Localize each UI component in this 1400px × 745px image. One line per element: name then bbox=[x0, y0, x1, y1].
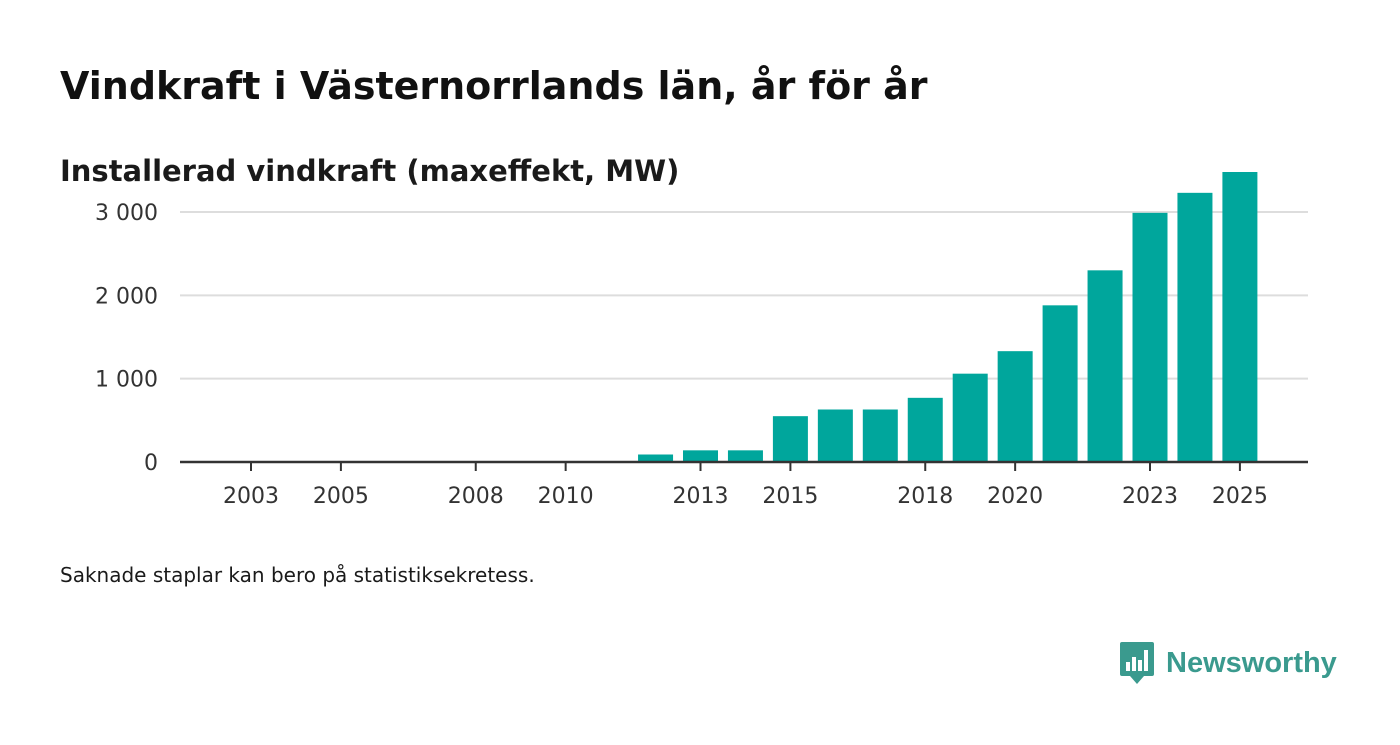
bar-2018 bbox=[907, 397, 943, 462]
x-tick-label: 2005 bbox=[313, 484, 369, 509]
footnote: Saknade staplar kan bero på statistiksek… bbox=[60, 563, 535, 587]
y-tick-label: 0 bbox=[144, 451, 158, 476]
x-tick-label: 2003 bbox=[223, 484, 279, 509]
bar-2024 bbox=[1177, 192, 1213, 462]
chart-title: Vindkraft i Västernorrlands län, år för … bbox=[60, 64, 928, 108]
bar-2017 bbox=[862, 409, 898, 462]
x-tick-label: 2013 bbox=[673, 484, 729, 509]
y-tick-label: 2 000 bbox=[95, 284, 158, 309]
bars bbox=[638, 172, 1258, 462]
brand: Newsworthy bbox=[1118, 640, 1337, 686]
x-tick-label: 2020 bbox=[987, 484, 1043, 509]
chart-subtitle: Installerad vindkraft (maxeffekt, MW) bbox=[60, 154, 680, 188]
axes bbox=[180, 460, 1308, 471]
bar-2015 bbox=[772, 416, 808, 462]
x-tick-label: 2010 bbox=[538, 484, 594, 509]
bar-2012 bbox=[638, 454, 674, 462]
bar-2022 bbox=[1087, 270, 1123, 462]
x-tick-label: 2025 bbox=[1212, 484, 1268, 509]
x-axis-labels: 2003 2005 2008 2010 2013 2015 2018 2020 2023 2025 bbox=[223, 484, 1268, 509]
y-axis-labels: 0 1 000 2 000 3 000 bbox=[95, 201, 158, 476]
bar-2025 bbox=[1222, 172, 1258, 462]
y-tick-label: 3 000 bbox=[95, 201, 158, 226]
x-tick-label: 2015 bbox=[762, 484, 818, 509]
bar-2020 bbox=[997, 351, 1033, 462]
x-tick-label: 2023 bbox=[1122, 484, 1178, 509]
bar-2014 bbox=[727, 450, 763, 462]
brand-name: Newsworthy bbox=[1166, 647, 1337, 679]
newsworthy-logo-icon bbox=[1120, 642, 1154, 684]
x-tick-label: 2008 bbox=[448, 484, 504, 509]
bar-chart: 0 1 000 2 000 3 000 2003 2005 2008 2010 2013 201… bbox=[95, 172, 1308, 509]
y-tick-label: 1 000 bbox=[95, 368, 158, 393]
bar-2019 bbox=[952, 373, 988, 462]
bar-2016 bbox=[817, 409, 853, 462]
x-tick-label: 2018 bbox=[897, 484, 953, 509]
bar-2021 bbox=[1042, 305, 1078, 462]
bar-2023 bbox=[1132, 212, 1168, 462]
bar-2013 bbox=[683, 450, 718, 462]
